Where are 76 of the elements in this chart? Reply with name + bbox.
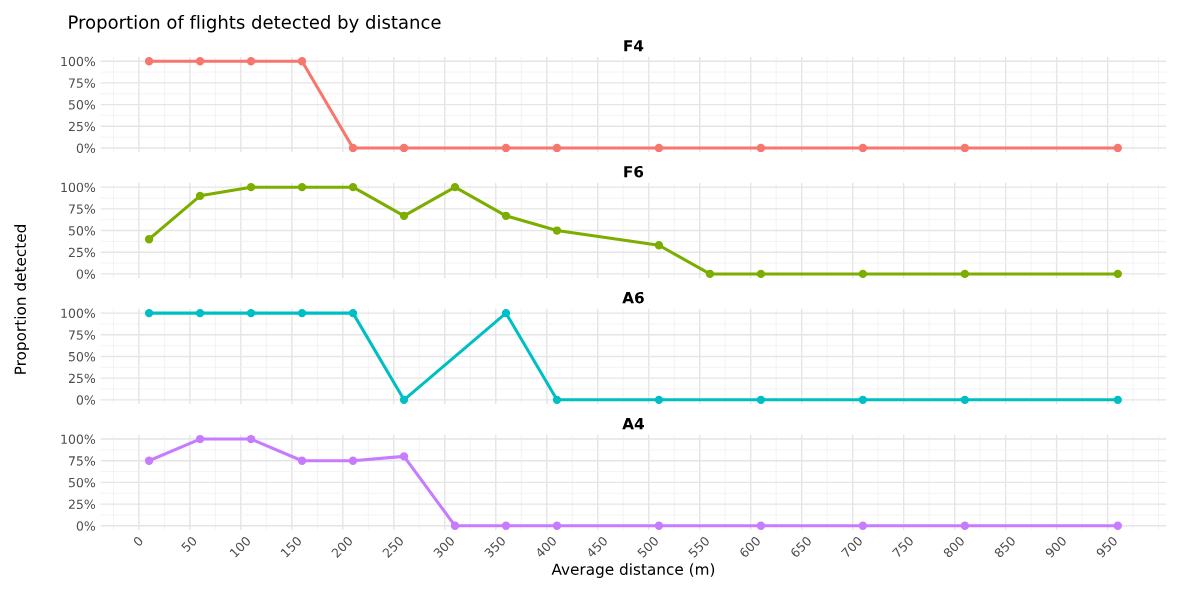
chart-title: F4	[624, 40, 644, 52]
x-tick-label: 500	[636, 535, 660, 559]
x-tick-label: 700	[840, 535, 864, 558]
y-tick-label: 25%	[68, 499, 96, 510]
x-tick-label: 850	[993, 535, 1017, 559]
point	[756, 521, 766, 530]
x-axis-title: Average distance (m)	[551, 563, 715, 578]
x-tick-label: 600	[738, 535, 762, 559]
x-tick-label: 200	[330, 535, 354, 559]
point	[144, 456, 154, 465]
x-tick-label: 650	[789, 535, 813, 559]
x-tick-label: 800	[942, 535, 966, 559]
y-tick-label: 100%	[61, 182, 96, 193]
x-tick-label: 300	[432, 535, 456, 559]
point	[195, 434, 205, 444]
x-tick-label: 950	[1095, 535, 1119, 559]
point	[348, 456, 358, 465]
y-tick-label: 75%	[69, 456, 96, 466]
point	[195, 191, 205, 201]
y-tick-label: 25%	[68, 121, 96, 132]
point	[654, 241, 664, 250]
y-tick-label: 50%	[68, 226, 96, 236]
point	[450, 521, 460, 530]
point	[960, 269, 970, 279]
chart-title: A4	[622, 418, 644, 430]
point	[399, 211, 409, 220]
chart-title: A6	[622, 291, 644, 304]
y-tick-label: 50%	[68, 100, 96, 110]
y-tick-label: 0%	[76, 269, 96, 279]
point	[960, 521, 970, 530]
point	[144, 235, 154, 244]
x-tick-label: 250	[381, 535, 405, 559]
point	[501, 521, 511, 530]
x-tick-label: 150	[280, 535, 303, 558]
x-tick-label: 50	[180, 535, 198, 553]
y-tick-label: 75%	[69, 330, 96, 340]
y-axis-title: Proportion detected	[14, 225, 29, 374]
point	[1113, 269, 1122, 279]
x-tick-label: 400	[534, 535, 558, 559]
y-tick-label: 100%	[61, 308, 96, 319]
x-tick-label: 450	[585, 535, 609, 559]
point	[552, 226, 562, 235]
x-tick-label: 0	[132, 535, 144, 547]
y-tick-label: 100%	[61, 56, 96, 67]
point	[756, 269, 766, 279]
y-tick-label: 75%	[69, 78, 96, 88]
x-tick-label: 750	[891, 535, 915, 558]
y-tick-label: 0%	[76, 143, 96, 153]
point	[246, 183, 256, 192]
x-tick-label: 100	[229, 535, 252, 558]
chart-title: F6	[624, 165, 644, 178]
x-tick-label: 350	[483, 535, 507, 559]
point	[297, 183, 307, 192]
y-tick-label: 50%	[68, 351, 96, 362]
point	[552, 521, 562, 530]
y-tick-label: 50%	[68, 477, 96, 488]
y-tick-label: 0%	[76, 395, 96, 405]
point	[1113, 521, 1122, 530]
y-tick-label: 25%	[68, 247, 96, 258]
point	[501, 211, 511, 220]
point	[297, 456, 307, 465]
point	[348, 183, 358, 192]
y-tick-label: 100%	[61, 434, 96, 444]
y-tick-label: 25%	[68, 373, 96, 384]
point	[705, 269, 715, 279]
text: Proportion of flights detected by distance	[69, 14, 441, 33]
point	[450, 183, 460, 192]
point	[858, 269, 868, 279]
point	[654, 521, 664, 530]
y-tick-label: 0%	[76, 521, 96, 531]
x-tick-label: 900	[1044, 535, 1068, 559]
point	[246, 434, 256, 444]
point	[858, 521, 868, 530]
y-tick-label: 75%	[69, 204, 96, 214]
x-tick-label: 550	[687, 535, 711, 559]
point	[399, 452, 409, 461]
